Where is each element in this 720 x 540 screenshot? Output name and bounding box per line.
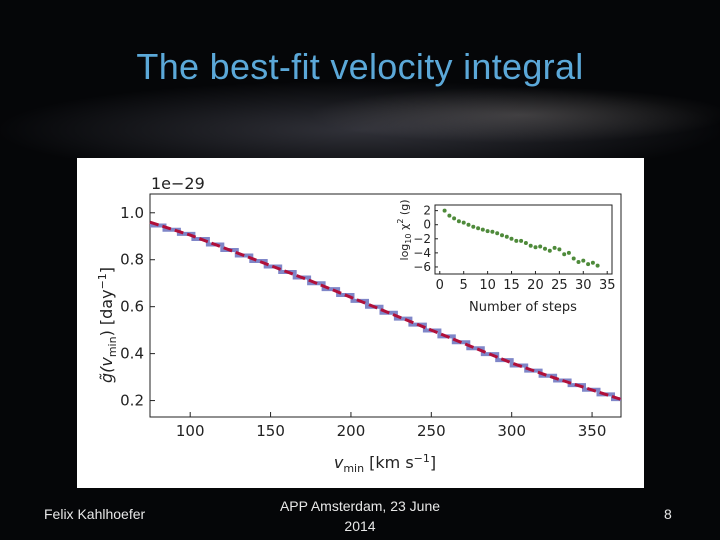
inset-data-point [442,208,447,213]
inset-x-tick-label: 0 [436,278,444,293]
inset-data-point [528,243,533,248]
y-axis-label: g̃(vmin) [day−1] [96,267,119,383]
footer-event: APP Amsterdam, 23 June 2014 [260,496,460,536]
footer-event-line2: 2014 [344,518,376,534]
inset-data-point [576,260,581,264]
inset-y-tick-label: −4 [413,246,431,260]
y-tick-label: 0.8 [120,251,144,269]
inset-x-tick-label: 35 [599,278,616,293]
inset-x-tick-label: 20 [527,278,544,293]
main-series [149,220,622,402]
inset-data-point [571,256,576,261]
inset-data-point [471,224,476,229]
inset-data-point [562,252,567,257]
inset-data-point [581,258,586,263]
scale-label: 1e−29 [151,174,205,193]
footer-event-line1: APP Amsterdam, 23 June [279,498,441,514]
dashed-series-line [149,220,622,401]
inset-data-point [495,231,500,236]
inset-data-point [461,220,466,225]
inset-x-tick-label: 15 [503,278,520,293]
inset-data-point [485,229,490,234]
inset-x-tick-label: 5 [460,278,468,293]
page-number: 8 [664,506,672,522]
y-tick-label: 0.6 [120,298,144,316]
x-tick-label: 200 [337,422,366,440]
inset-data-point [552,245,557,250]
inset-x-tick-label: 25 [551,278,568,293]
inset-data-point [533,245,538,250]
inset-x-tick-label: 30 [575,278,592,293]
inset-data-point [557,247,562,252]
y-tick-label: 0.2 [120,392,144,410]
inset-data-point [456,219,461,224]
slide-title: The best-fit velocity integral [136,46,584,87]
inset-data-point [590,260,595,265]
x-tick-label: 150 [256,422,285,440]
inset-data-point [490,229,495,234]
x-tick-label: 350 [578,422,607,440]
inset-y-tick-label: 0 [423,218,431,232]
inset-y-tick-label: −2 [413,232,431,246]
y-tick-label: 1.0 [120,204,144,222]
inset-data-point [519,238,524,243]
inset-plot-frame [434,204,613,275]
inset-data-point [543,246,547,251]
inset-data-point [500,233,504,238]
x-tick-label: 300 [497,422,526,440]
inset-y-tick-label: 2 [423,204,431,218]
x-tick-label: 250 [417,422,446,440]
inset-data-point [523,241,528,245]
inset-data-point [452,216,457,221]
inset-data-point [566,250,571,255]
inset-data-point [538,244,543,249]
x-tick-label: 100 [176,422,205,440]
inset-data-point [480,227,485,232]
y-tick-label: 0.4 [120,345,144,363]
inset-data-point [466,222,471,227]
inset-data-point [447,213,452,218]
inset-data-point [547,248,552,253]
inset-y-tick-label: −6 [413,260,431,274]
inset-data-point [504,234,509,239]
inset-data-point [476,226,481,231]
inset-x-axis-label: Number of steps [469,300,577,315]
figure-panel: 100 150 200 250 300 350 0.2 0.4 0.6 0.8 1.0 1e−29 … [77,158,644,488]
inset-data-point [595,263,600,268]
footer-author: Felix Kahlhoefer [44,506,146,522]
inset-data-point [514,238,519,243]
inset-data-point [509,236,514,241]
inset-x-tick-label: 10 [479,278,496,293]
inset-data-point [586,262,591,267]
inset-y-axis-label: log10 χ2 (g) [396,200,413,261]
x-axis-label: vmin [km s−1] [334,452,436,475]
